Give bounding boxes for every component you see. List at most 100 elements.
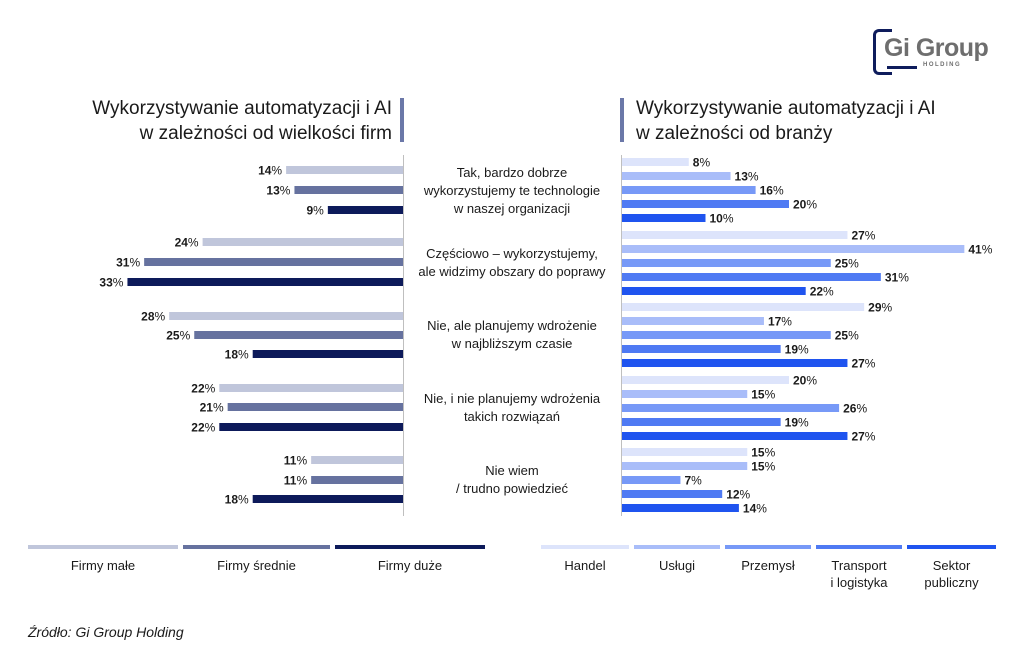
legend-swatch-sektor-publiczny xyxy=(907,545,996,549)
left-title-accent-bar xyxy=(400,98,404,142)
left-bar-value-label: 18% xyxy=(225,493,249,507)
legend-sektor-line-2: publiczny xyxy=(924,575,979,590)
right-bar-value-label: 16% xyxy=(760,184,784,198)
legend-label-sektor-publiczny: Sektor publiczny xyxy=(907,557,996,591)
legend-swatch-handel xyxy=(541,545,629,549)
right-bar xyxy=(622,390,748,398)
right-bar-value-label: 19% xyxy=(785,343,809,357)
category-5-line-2: / trudno powiedzieć xyxy=(455,481,568,496)
right-bar-value-label: 8% xyxy=(693,156,711,170)
logo-bracket-bottom xyxy=(887,66,917,69)
right-bar-value-label: 14% xyxy=(743,502,767,516)
legend-transport-line-1: Transport xyxy=(831,558,887,573)
left-bar xyxy=(252,495,403,503)
legend-swatch-firmy-duze xyxy=(335,545,485,549)
right-bar-value-label: 41% xyxy=(968,243,992,257)
left-bar xyxy=(144,258,403,266)
right-bar xyxy=(622,345,781,353)
right-bar xyxy=(622,186,756,194)
left-bar-value-label: 28% xyxy=(141,310,165,324)
left-bar xyxy=(311,456,403,464)
gi-group-logo: Gi Group HOLDING xyxy=(873,27,1003,75)
category-1-line-1: Tak, bardzo dobrze xyxy=(456,165,568,180)
right-bar-value-label: 13% xyxy=(735,170,759,184)
right-bar-value-label: 20% xyxy=(793,374,817,388)
left-bar-value-label: 18% xyxy=(225,348,249,362)
left-bar-value-label: 22% xyxy=(191,421,215,435)
left-bar-value-label: 11% xyxy=(284,454,308,468)
right-bar-value-label: 29% xyxy=(868,301,892,315)
left-bar xyxy=(219,423,403,431)
right-bar-value-label: 27% xyxy=(851,229,875,243)
legend-swatch-uslugi xyxy=(634,545,720,549)
left-chart-title: Wykorzystywanie automatyzacji i AI w zal… xyxy=(32,96,392,146)
left-title-line-2: w zależności od wielkości firm xyxy=(139,123,392,144)
left-bar-value-label: 24% xyxy=(175,236,199,250)
legend-sektor-line-1: Sektor xyxy=(932,558,971,573)
right-bar xyxy=(622,231,848,239)
category-2-line-2: ale widzimy obszary do poprawy xyxy=(418,264,606,279)
left-bar-value-label: 22% xyxy=(191,382,215,396)
category-4-line-2: takich rozwiązań xyxy=(463,409,561,424)
right-bar xyxy=(622,200,789,208)
category-3-line-1: Nie, ale planujemy wdrożenie xyxy=(427,318,597,333)
category-3-line-2: w najbliższym czasie xyxy=(451,336,573,351)
left-bar-value-label: 25% xyxy=(166,329,190,343)
right-bar xyxy=(622,376,789,384)
right-bar-value-label: 25% xyxy=(835,329,859,343)
category-label-4: Nie, i nie planujemy wdrożenia takich ro… xyxy=(412,390,612,426)
right-bar xyxy=(622,303,865,311)
legend-label-transport: Transport i logistyka xyxy=(816,557,902,591)
right-bar-value-label: 7% xyxy=(684,474,702,488)
legend-swatch-firmy-srednie xyxy=(183,545,330,549)
left-bar-value-label: 21% xyxy=(200,401,224,415)
right-bar xyxy=(622,448,748,456)
right-title-line-2: w zależności od branży xyxy=(636,123,833,144)
right-bar-value-label: 25% xyxy=(835,257,859,271)
legend-przemysl-line-1: Przemysł xyxy=(741,558,795,573)
left-bar-value-label: 9% xyxy=(306,204,324,218)
right-bar xyxy=(622,504,739,512)
right-bar-value-label: 15% xyxy=(751,388,775,402)
left-title-line-1: Wykorzystywanie automatyzacji i AI xyxy=(92,98,392,119)
right-bar xyxy=(622,462,748,470)
left-bar xyxy=(311,476,403,484)
legend-transport-line-2: i logistyka xyxy=(830,575,888,590)
logo-subtext: HOLDING xyxy=(923,62,962,68)
left-bar xyxy=(252,350,403,358)
category-4-line-1: Nie, i nie planujemy wdrożenia xyxy=(423,391,601,406)
left-bar-value-label: 13% xyxy=(266,184,290,198)
right-bar xyxy=(622,172,731,180)
right-bar xyxy=(622,245,965,253)
right-bar xyxy=(622,476,681,484)
right-chart-title: Wykorzystywanie automatyzacji i AI w zal… xyxy=(636,96,996,146)
legend-swatch-transport xyxy=(816,545,902,549)
category-1-line-3: w naszej organizacji xyxy=(453,201,571,216)
left-bar xyxy=(127,278,403,286)
right-bar xyxy=(622,490,723,498)
right-bars-group: 8% 13%16% 20% 10% 27% 41% 25% 31% 22% 29% 17% 25% 19… xyxy=(622,156,993,516)
right-bar xyxy=(622,158,689,166)
right-bar xyxy=(622,404,840,412)
legend-swatch-firmy-male xyxy=(28,545,178,549)
left-bar xyxy=(169,312,403,320)
right-title-accent-bar xyxy=(620,98,624,142)
category-label-3: Nie, ale planujemy wdrożenie w najbliższ… xyxy=(412,317,612,353)
legend-swatch-przemysl xyxy=(725,545,811,549)
right-bar-value-label: 20% xyxy=(793,198,817,212)
source-note: Źródło: Gi Group Holding xyxy=(28,624,184,640)
right-bar-value-label: 15% xyxy=(751,460,775,474)
left-bar xyxy=(294,186,403,194)
right-bar xyxy=(622,273,881,281)
right-title-line-1: Wykorzystywanie automatyzacji i AI xyxy=(636,98,936,119)
right-bar-value-label: 31% xyxy=(885,271,909,285)
left-bar xyxy=(227,403,403,411)
left-bar xyxy=(286,166,403,174)
right-bar-value-label: 12% xyxy=(726,488,750,502)
category-2-line-1: Częściowo – wykorzystujemy, xyxy=(426,246,598,261)
category-1-line-2: wykorzystujemy te technologie xyxy=(423,183,601,198)
right-bar-value-label: 19% xyxy=(785,416,809,430)
right-bar xyxy=(622,317,764,325)
right-bar xyxy=(622,418,781,426)
